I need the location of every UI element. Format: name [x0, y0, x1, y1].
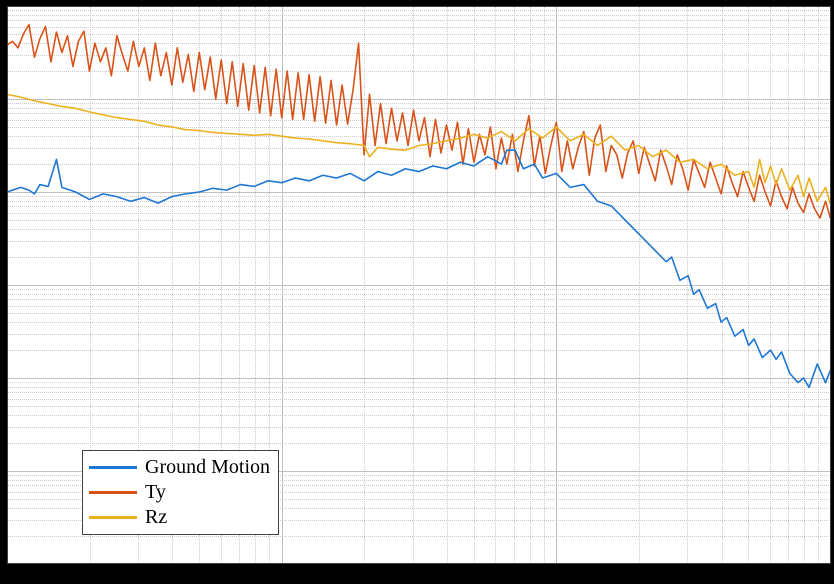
legend-label: Ground Motion	[145, 455, 270, 480]
legend-label: Rz	[145, 505, 167, 530]
legend-swatch	[89, 516, 137, 519]
series-rz	[7, 94, 831, 206]
legend-item-ground-motion: Ground Motion	[89, 455, 270, 480]
series-ty	[7, 25, 831, 220]
legend-label: Ty	[145, 480, 166, 505]
legend: Ground MotionTyRz	[82, 450, 279, 535]
legend-swatch	[89, 466, 137, 469]
series-ground-motion	[7, 150, 831, 387]
legend-swatch	[89, 491, 137, 494]
legend-item-ty: Ty	[89, 480, 270, 505]
plot-area: Ground MotionTyRz	[7, 6, 831, 564]
legend-item-rz: Rz	[89, 505, 270, 530]
